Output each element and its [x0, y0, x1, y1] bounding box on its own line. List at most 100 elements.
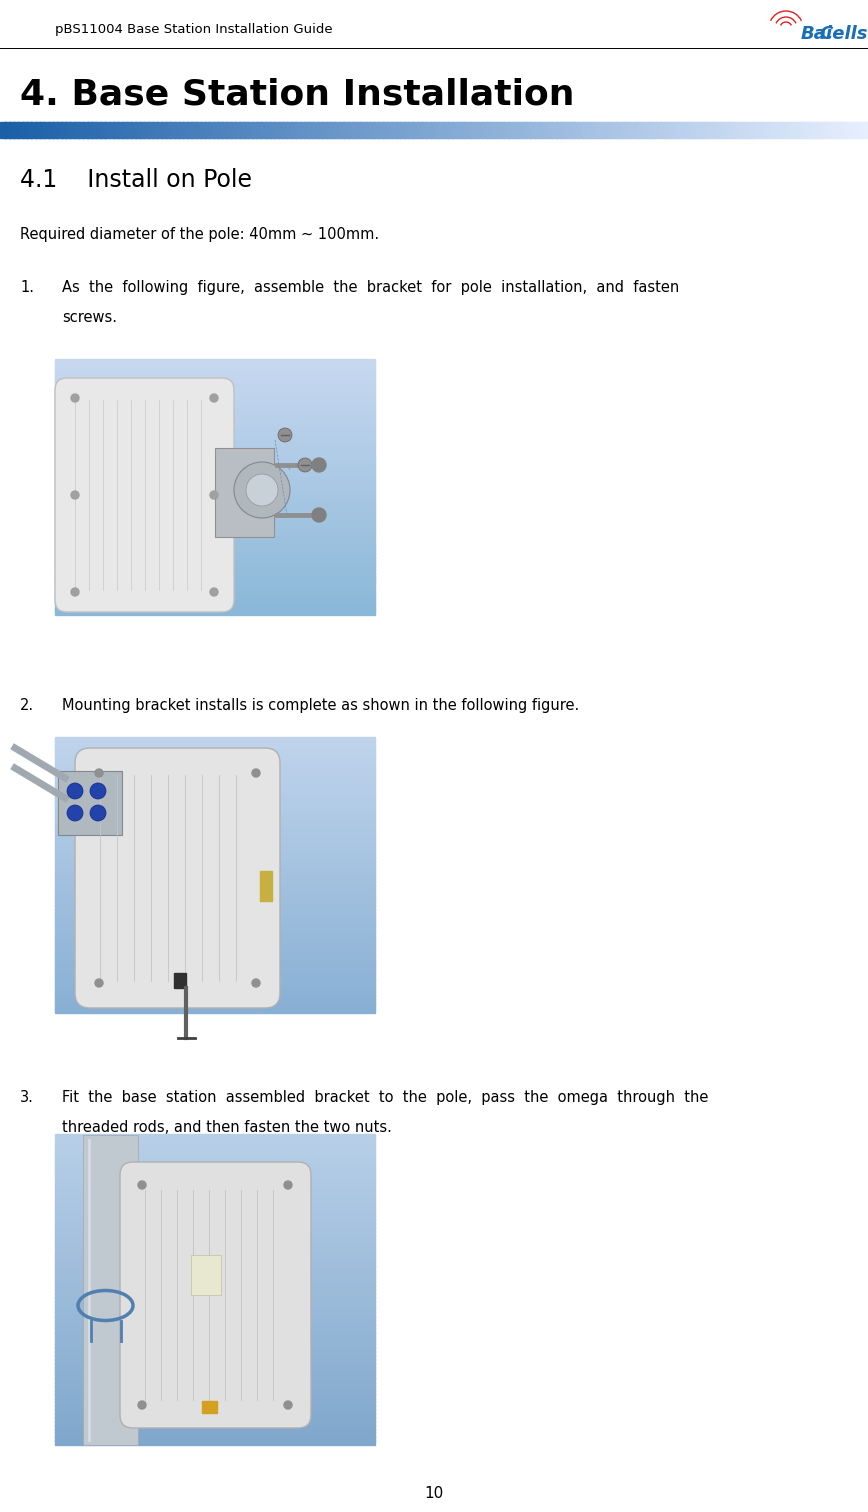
Bar — [55, 1005, 375, 1010]
Bar — [221, 122, 227, 138]
Bar — [55, 1429, 375, 1433]
Bar — [247, 122, 253, 138]
Bar — [55, 981, 375, 986]
Text: 1.: 1. — [20, 280, 34, 295]
Bar — [55, 537, 375, 541]
Bar — [477, 122, 483, 138]
Bar — [55, 761, 375, 765]
Bar — [55, 484, 375, 487]
Bar — [304, 122, 310, 138]
Bar — [55, 947, 375, 951]
Bar — [391, 122, 397, 138]
Bar — [55, 779, 375, 783]
Bar — [55, 591, 375, 596]
Bar — [55, 1191, 375, 1198]
Bar — [260, 871, 272, 901]
Bar — [55, 416, 375, 420]
Bar — [91, 122, 97, 138]
Bar — [55, 1228, 375, 1232]
Text: 4.1    Install on Pole: 4.1 Install on Pole — [20, 168, 252, 192]
Circle shape — [90, 783, 106, 798]
Bar — [790, 122, 796, 138]
Bar — [55, 363, 375, 366]
Bar — [269, 122, 275, 138]
Bar — [725, 122, 731, 138]
Bar — [634, 122, 640, 138]
Bar — [55, 844, 375, 848]
Bar — [55, 519, 375, 523]
Bar — [582, 122, 588, 138]
Bar — [55, 556, 375, 561]
Bar — [343, 122, 349, 138]
Bar — [55, 751, 375, 754]
Bar — [55, 909, 375, 913]
Circle shape — [284, 1402, 292, 1409]
Bar — [560, 122, 566, 138]
Bar — [55, 925, 375, 930]
Bar — [55, 611, 375, 615]
Bar — [55, 803, 375, 807]
Bar — [781, 122, 787, 138]
Bar — [55, 747, 375, 751]
Bar — [55, 445, 375, 449]
Circle shape — [210, 588, 218, 596]
Bar — [55, 1343, 375, 1349]
Bar — [202, 1402, 217, 1414]
Bar — [55, 1325, 375, 1329]
Bar — [113, 122, 119, 138]
Bar — [799, 122, 805, 138]
Bar — [55, 830, 375, 835]
Bar — [55, 950, 375, 954]
Bar — [55, 502, 375, 507]
Bar — [395, 122, 401, 138]
Bar — [404, 122, 410, 138]
Bar — [664, 122, 670, 138]
Bar — [55, 968, 375, 972]
Bar — [48, 122, 54, 138]
Bar — [55, 1432, 375, 1438]
Bar — [55, 448, 375, 452]
Bar — [55, 881, 375, 886]
Bar — [417, 122, 423, 138]
Bar — [616, 122, 622, 138]
Bar — [503, 122, 510, 138]
Bar — [55, 833, 375, 838]
Bar — [534, 122, 540, 138]
Bar — [777, 122, 783, 138]
Bar — [482, 122, 488, 138]
Bar — [556, 122, 562, 138]
Bar — [373, 122, 379, 138]
Bar — [165, 122, 171, 138]
Bar — [55, 1219, 375, 1225]
Bar — [55, 758, 375, 762]
Bar — [352, 122, 358, 138]
Bar — [55, 1278, 375, 1282]
Bar — [55, 470, 375, 475]
Bar — [803, 122, 809, 138]
Bar — [577, 122, 583, 138]
Bar — [647, 122, 653, 138]
Bar — [55, 841, 375, 845]
Bar — [55, 984, 375, 989]
Bar — [369, 122, 375, 138]
Bar — [243, 122, 249, 138]
Bar — [174, 974, 186, 987]
Bar — [851, 122, 857, 138]
Bar — [55, 1161, 375, 1166]
Bar — [55, 1436, 375, 1441]
Circle shape — [67, 783, 83, 798]
Bar — [55, 785, 375, 789]
Bar — [421, 122, 427, 138]
Bar — [330, 122, 336, 138]
Bar — [55, 407, 375, 411]
Bar — [55, 1181, 375, 1185]
Bar — [299, 122, 306, 138]
Bar — [55, 378, 375, 383]
Bar — [486, 122, 492, 138]
Bar — [55, 1169, 375, 1173]
Bar — [55, 404, 375, 408]
Bar — [55, 467, 375, 472]
Bar — [703, 122, 709, 138]
Bar — [673, 122, 679, 138]
Bar — [55, 1258, 375, 1263]
